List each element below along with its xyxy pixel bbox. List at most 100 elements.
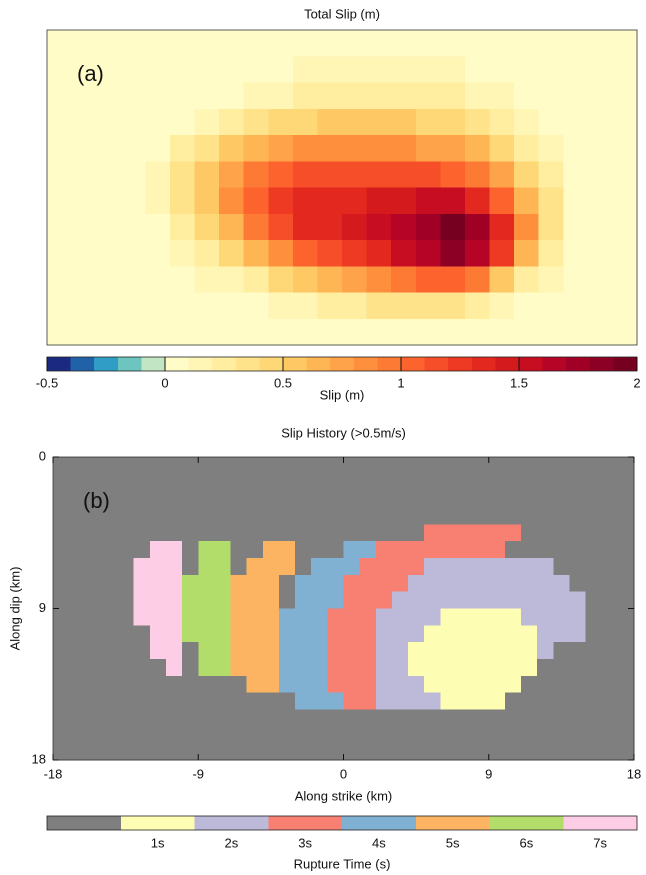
cell: [327, 743, 345, 761]
cell: [101, 608, 119, 626]
cell: [587, 82, 614, 110]
cell: [243, 161, 269, 189]
cell: [101, 709, 119, 727]
cell: [69, 709, 86, 727]
cell: [440, 659, 458, 677]
cell: [117, 625, 135, 643]
cell: [488, 675, 506, 694]
cell: [69, 507, 86, 525]
cell: [464, 213, 491, 241]
cell: [464, 240, 491, 267]
cell: [343, 726, 361, 744]
cell: [47, 187, 73, 215]
cell: [165, 608, 183, 626]
cell: [317, 135, 343, 162]
cell: [230, 541, 248, 559]
cell: [230, 659, 248, 677]
colorbar-label: Rupture Time (s): [294, 856, 391, 871]
cell: [53, 625, 70, 643]
cell: [182, 490, 199, 509]
cell: [194, 187, 220, 215]
cell: [585, 574, 603, 593]
cell: [537, 490, 554, 509]
cell: [472, 490, 490, 509]
cell: [424, 642, 441, 660]
cell: [538, 187, 564, 215]
cell: [101, 726, 119, 744]
cell: [415, 213, 441, 241]
cell: [375, 524, 393, 542]
cell: [587, 30, 614, 57]
cell: [311, 726, 328, 744]
cell: [219, 30, 245, 57]
cell: [268, 56, 294, 84]
cell: [165, 743, 183, 761]
cell: [85, 675, 103, 694]
cell: [391, 187, 417, 215]
cell: [408, 490, 425, 509]
cell: [488, 541, 506, 559]
cell: [375, 642, 393, 660]
cell: [230, 726, 248, 744]
cell: [553, 591, 571, 610]
colorbar-category-label: 3s: [298, 835, 312, 850]
cell: [489, 187, 515, 215]
cell: [85, 642, 103, 660]
cell: [488, 608, 506, 626]
cell: [311, 709, 328, 727]
cell: [342, 108, 368, 136]
cell: [262, 541, 280, 559]
cell: [133, 490, 151, 509]
cell: [117, 490, 135, 509]
cell: [472, 709, 490, 727]
cell: [415, 135, 441, 162]
cell: [214, 625, 232, 643]
cell: [169, 213, 196, 241]
cell: [569, 642, 587, 660]
cell: [149, 726, 167, 744]
colorbar-segment: [194, 816, 269, 830]
cell: [537, 692, 554, 711]
cell: [194, 161, 220, 189]
colorbar-segment: [235, 357, 260, 371]
cell: [563, 56, 589, 84]
cell: [182, 675, 199, 694]
cell: [366, 292, 392, 320]
cell: [408, 524, 425, 542]
cell: [408, 675, 425, 694]
cell: [440, 726, 458, 744]
cell: [85, 473, 103, 492]
cell: [587, 240, 614, 267]
cell: [464, 187, 491, 215]
cell: [464, 30, 491, 57]
cell: [343, 473, 361, 492]
cell: [71, 318, 97, 346]
cell: [489, 240, 515, 267]
cell: [521, 675, 538, 694]
cell: [391, 524, 409, 542]
cell: [71, 135, 97, 162]
cell: [375, 574, 393, 593]
cell: [198, 659, 215, 677]
cell: [440, 608, 458, 626]
cell: [214, 608, 232, 626]
cell: [521, 692, 538, 711]
cell: [488, 558, 506, 576]
cell: [145, 30, 171, 57]
cell: [391, 541, 409, 559]
cell: [262, 457, 280, 475]
cell: [69, 541, 86, 559]
cell: [268, 30, 294, 57]
cell: [391, 213, 417, 241]
cell: [521, 457, 538, 475]
cell: [268, 213, 294, 241]
cell: [262, 709, 280, 727]
cell: [424, 692, 441, 711]
cell: [408, 457, 425, 475]
cell: [71, 82, 97, 110]
colorbar-segment: [448, 357, 473, 371]
cell: [165, 541, 183, 559]
cell: [456, 659, 474, 677]
cell: [149, 625, 167, 643]
cell: [246, 591, 264, 610]
